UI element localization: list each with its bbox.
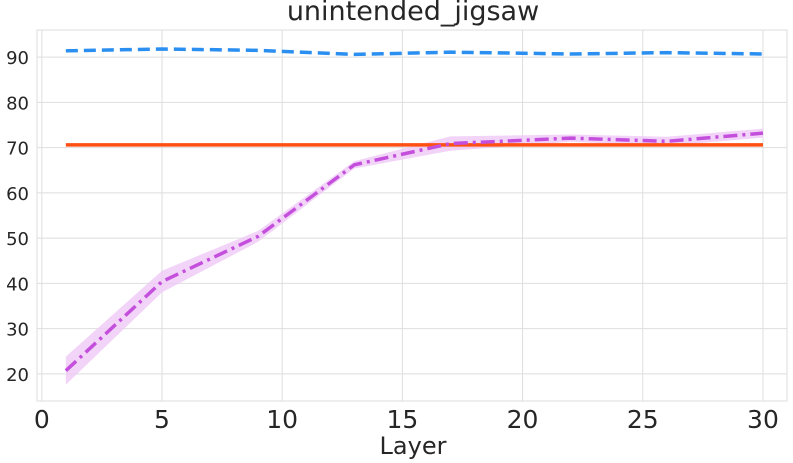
confidence-bands [65,128,763,385]
y-tick-label: 50 [6,229,29,250]
x-tick-label: 30 [747,405,779,434]
y-tick-label: 60 [6,184,29,205]
y-tick-label: 70 [6,139,29,160]
y-tick-label: 30 [6,320,29,341]
y-tick-labels: 20 30 40 50 60 70 80 90 [6,48,29,386]
chart-title: unintended_jigsaw [287,0,539,27]
y-tick-label: 20 [6,365,29,386]
plot-frame [36,29,788,402]
y-tick-label: 80 [6,93,29,114]
x-tick-labels: 0 5 10 15 20 25 30 [34,405,779,434]
x-tick-label: 5 [154,405,170,434]
grid [36,29,788,402]
series-0-line [65,47,763,57]
y-tick-label: 90 [6,48,29,69]
series-2-band [65,128,763,385]
x-tick-label: 0 [34,405,50,434]
x-tick-label: 10 [266,405,298,434]
x-tick-label: 25 [627,405,659,434]
x-axis-label: Layer [380,432,447,460]
x-tick-label: 20 [507,405,539,434]
series-lines [64,47,764,372]
x-tick-label: 15 [386,405,418,434]
series-2-line [64,131,764,372]
y-tick-label: 40 [6,274,29,295]
